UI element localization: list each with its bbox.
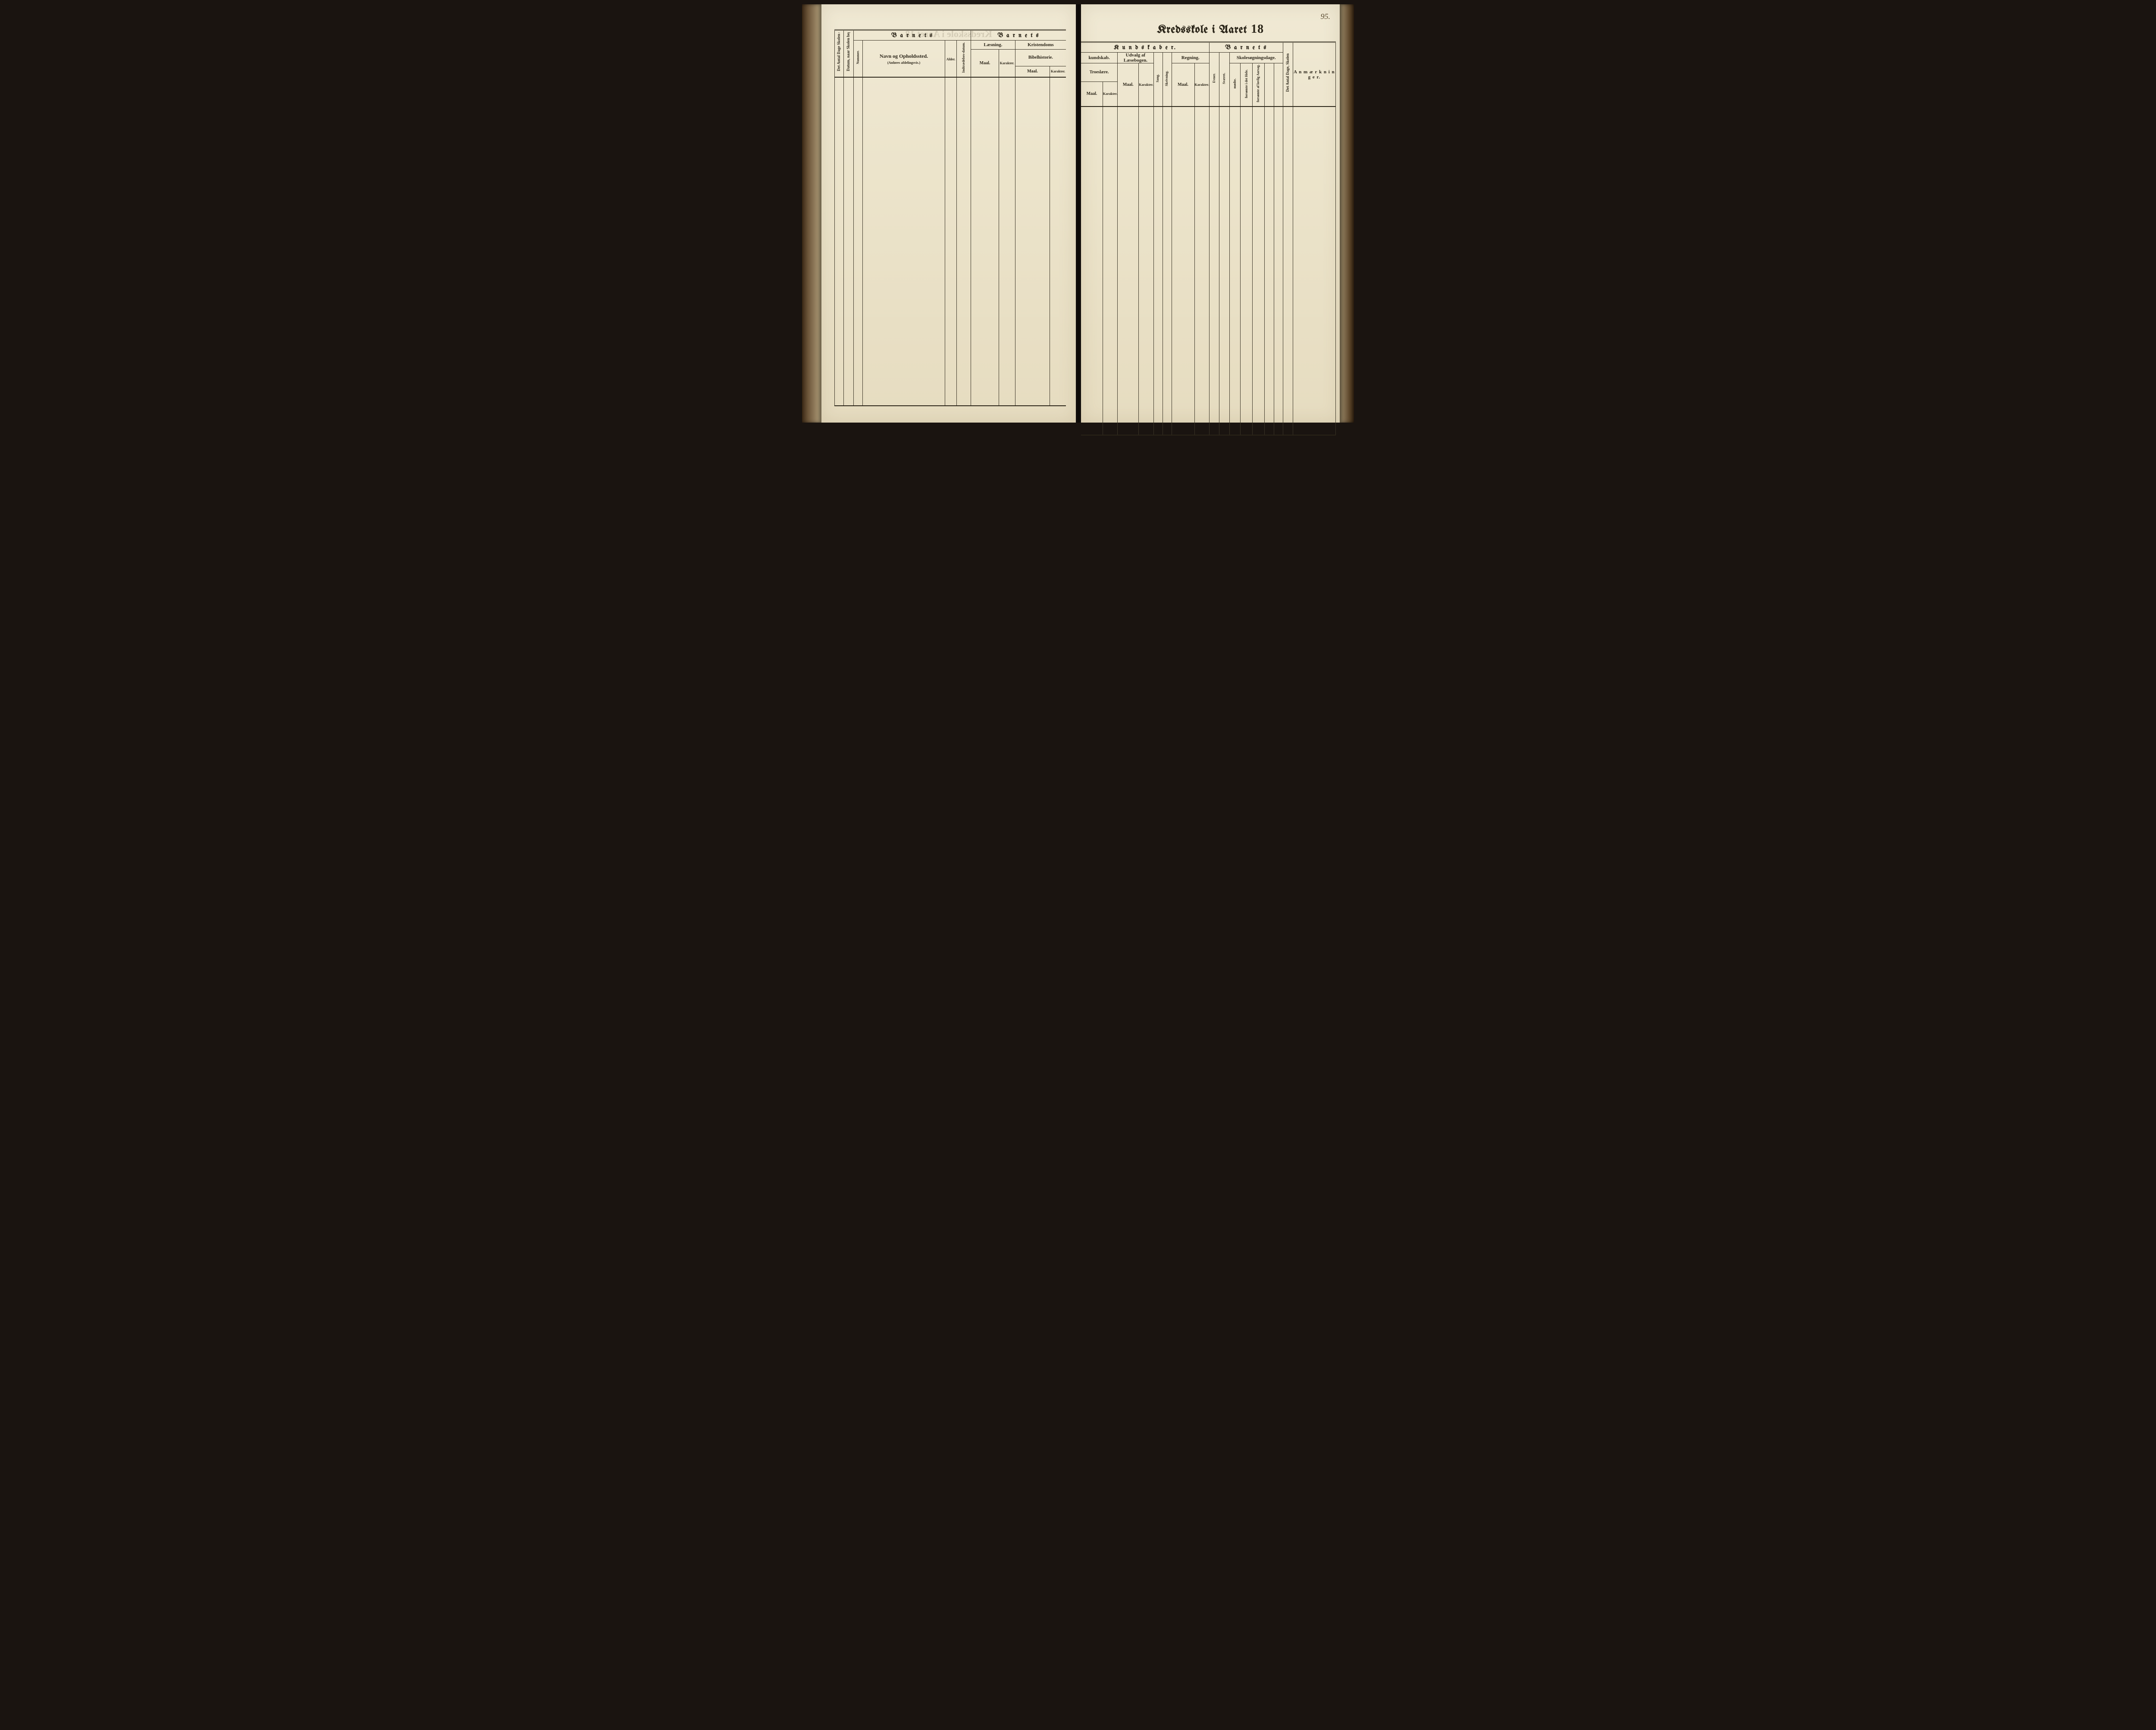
left-page: Kredsskole i Aaret 18 Det Antal Dage Sko… bbox=[821, 4, 1076, 423]
leaf-kar-1: Karakter. bbox=[1000, 61, 1014, 65]
col-skrivning: Skrivning. bbox=[1165, 69, 1169, 88]
title-prefix: Kredsskole i Aaret bbox=[1157, 24, 1247, 36]
group-barnets-left: B a r n e t s bbox=[854, 30, 971, 41]
col-antal-dage: Det Antal Dage Skolen skal holdes i Kred… bbox=[837, 32, 842, 73]
leaf-kar-3: Karakter. bbox=[1139, 83, 1153, 87]
leaf-kar-4: Karakter. bbox=[1195, 83, 1209, 87]
hdr-regning: Regning. bbox=[1172, 53, 1209, 63]
hdr-udvalg: Udvalg af Læsebogen. bbox=[1118, 53, 1153, 63]
col-indtr: Indtrædelses-datum. bbox=[962, 41, 966, 75]
book-edge-left bbox=[802, 4, 821, 423]
ledger-table-right: K u n d s k a b e r. B a r n e t s Det A… bbox=[1081, 41, 1336, 436]
group-barnets-right: B a r n e t s bbox=[1209, 42, 1283, 53]
hdr-laesning: Læsning. bbox=[971, 41, 1015, 50]
col-navn: Navn og Opholdssted. bbox=[880, 53, 928, 59]
group-barnets-left-2: B a r n e t s bbox=[971, 30, 1066, 41]
col-forsomte-lov: forsømte af lovlig Aarsag. bbox=[1256, 63, 1261, 104]
hdr-kristendoms: Kristendoms bbox=[1015, 41, 1066, 50]
book-gutter bbox=[1076, 4, 1081, 423]
col-navn-sub: (Anføres afdelingsvis.) bbox=[863, 61, 945, 65]
group-kundskaber: K u n d s k a b e r. bbox=[1081, 42, 1209, 53]
table-body-left bbox=[835, 77, 1066, 406]
table-body-right bbox=[1081, 107, 1335, 435]
title-year: 18 bbox=[1251, 22, 1264, 36]
leaf-maal-2: Maal. bbox=[1015, 66, 1050, 77]
open-book: Kredsskole i Aaret 18 Det Antal Dage Sko… bbox=[802, 4, 1354, 423]
ledger-table-left: Det Antal Dage Skolen skal holdes i Kred… bbox=[834, 29, 1066, 406]
leaf-maal-5: Maal. bbox=[1081, 81, 1103, 107]
hdr-skolesogning: Skolesøgningsdage. bbox=[1229, 53, 1283, 63]
leaf-kar-2: Karakter. bbox=[1051, 69, 1065, 73]
leaf-maal-3: Maal. bbox=[1118, 63, 1139, 107]
book-edge-right bbox=[1340, 4, 1354, 423]
hdr-troeslaere: Troeslære. bbox=[1081, 63, 1118, 82]
col-nummer: Nummer. bbox=[856, 49, 861, 66]
page-number: 95. bbox=[1321, 12, 1331, 21]
hdr-bibel: Bibelhistorie. bbox=[1015, 50, 1066, 66]
right-page: 95. Kredsskole i Aaret 18 K u n d s k a … bbox=[1081, 4, 1340, 423]
hdr-kundskab: kundskab. bbox=[1081, 53, 1118, 63]
leaf-maal-1: Maal. bbox=[971, 50, 999, 77]
col-modte: mødte. bbox=[1233, 77, 1238, 90]
col-forsomte-gyl: forsømte i det Hele. bbox=[1244, 68, 1249, 100]
page-title: Kredsskole i Aaret 18 bbox=[1081, 22, 1340, 36]
col-datum: Datum, naar Skolen begynder og slutter h… bbox=[846, 32, 851, 73]
col-antal-virk: Det Antal Dage, Skolen i Virkeligheden e… bbox=[1285, 53, 1291, 94]
col-evner: Evner. bbox=[1212, 72, 1217, 85]
leaf-maal-4: Maal. bbox=[1172, 63, 1194, 107]
col-alder: Alder. bbox=[946, 57, 956, 61]
leaf-kar-5: Karakter. bbox=[1103, 92, 1117, 96]
col-sveret: Sværet. bbox=[1222, 71, 1227, 86]
col-sang: Sang. bbox=[1156, 72, 1160, 84]
col-anmaerkninger: A n m æ r k n i n g e r. bbox=[1293, 42, 1335, 107]
